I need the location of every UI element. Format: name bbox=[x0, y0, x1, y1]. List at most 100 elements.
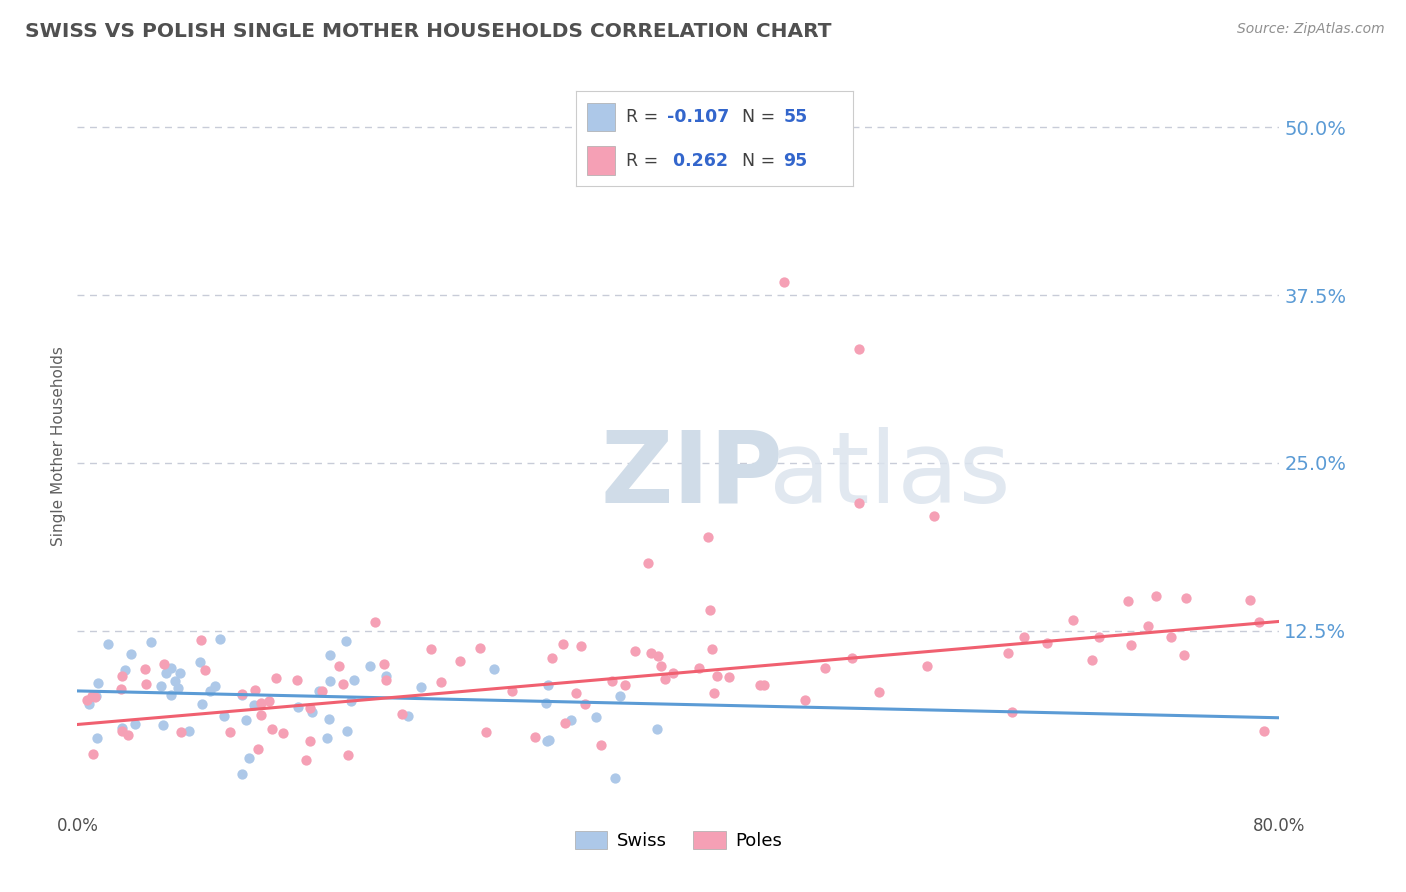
Point bbox=[110, 669, 132, 683]
Point bbox=[295, 753, 318, 767]
Point bbox=[340, 694, 363, 708]
Point bbox=[613, 678, 636, 692]
Point bbox=[602, 673, 624, 688]
Point bbox=[311, 683, 333, 698]
Point bbox=[139, 634, 162, 648]
Point bbox=[152, 718, 174, 732]
Point bbox=[654, 673, 676, 687]
Point bbox=[541, 651, 564, 665]
Point bbox=[190, 633, 212, 648]
Point bbox=[336, 723, 359, 738]
Point bbox=[1253, 724, 1275, 739]
Point bbox=[247, 742, 270, 756]
Point bbox=[287, 700, 309, 714]
Point bbox=[243, 698, 266, 712]
Point bbox=[298, 700, 321, 714]
Text: ZIP: ZIP bbox=[600, 426, 783, 524]
Point bbox=[605, 771, 627, 785]
Point bbox=[375, 673, 398, 688]
Point bbox=[1001, 705, 1024, 719]
Point bbox=[135, 677, 157, 691]
Point bbox=[1144, 589, 1167, 603]
Point bbox=[565, 685, 588, 699]
Point bbox=[285, 673, 308, 688]
Text: Source: ZipAtlas.com: Source: ZipAtlas.com bbox=[1237, 22, 1385, 37]
Point bbox=[359, 658, 381, 673]
Point bbox=[637, 557, 659, 571]
Point bbox=[501, 683, 523, 698]
Point bbox=[245, 682, 267, 697]
Point bbox=[198, 684, 221, 698]
Point bbox=[482, 662, 505, 676]
Point bbox=[218, 725, 240, 739]
Point bbox=[264, 671, 287, 685]
Point bbox=[748, 677, 770, 691]
Point bbox=[271, 726, 294, 740]
Point bbox=[640, 646, 662, 660]
Point bbox=[523, 730, 546, 744]
Point bbox=[231, 687, 253, 701]
Text: atlas: atlas bbox=[769, 426, 1010, 524]
Point bbox=[468, 640, 491, 655]
Point bbox=[650, 659, 672, 673]
Point bbox=[569, 639, 592, 653]
Point bbox=[703, 686, 725, 700]
Point bbox=[194, 663, 217, 677]
Point bbox=[315, 731, 337, 746]
Point bbox=[1249, 615, 1271, 630]
Point bbox=[1160, 630, 1182, 644]
Point bbox=[841, 651, 863, 665]
Point bbox=[1239, 592, 1261, 607]
Y-axis label: Single Mother Households: Single Mother Households bbox=[51, 346, 66, 546]
Point bbox=[120, 647, 142, 661]
Point bbox=[645, 722, 668, 736]
Point bbox=[152, 657, 174, 672]
Point bbox=[260, 723, 283, 737]
Point bbox=[538, 732, 561, 747]
Point bbox=[87, 675, 110, 690]
Point bbox=[697, 530, 720, 544]
Point bbox=[165, 674, 187, 689]
Point bbox=[170, 724, 193, 739]
Point bbox=[117, 728, 139, 742]
Point bbox=[319, 673, 342, 688]
Point bbox=[84, 690, 107, 704]
Point bbox=[342, 673, 364, 687]
Point bbox=[111, 721, 134, 735]
Point bbox=[298, 734, 321, 748]
Point bbox=[328, 659, 350, 673]
Legend: Swiss, Poles: Swiss, Poles bbox=[568, 823, 789, 857]
Point bbox=[1088, 630, 1111, 644]
Point bbox=[700, 641, 723, 656]
Point bbox=[134, 662, 156, 676]
Point bbox=[238, 751, 260, 765]
Point bbox=[560, 713, 582, 727]
Point bbox=[915, 658, 938, 673]
Point bbox=[411, 680, 433, 694]
Point bbox=[235, 713, 257, 727]
Point bbox=[124, 716, 146, 731]
Point bbox=[97, 637, 120, 651]
Point bbox=[609, 690, 631, 704]
Point bbox=[76, 693, 98, 707]
Point bbox=[110, 682, 132, 697]
Point bbox=[1119, 638, 1142, 652]
Point bbox=[204, 679, 226, 693]
Point bbox=[868, 685, 890, 699]
Point bbox=[77, 697, 100, 711]
Point bbox=[375, 669, 398, 683]
Point bbox=[208, 632, 231, 646]
Point bbox=[231, 689, 253, 703]
Point bbox=[190, 655, 212, 669]
Point bbox=[83, 690, 105, 704]
Point bbox=[554, 716, 576, 731]
Point bbox=[336, 748, 359, 763]
Point bbox=[848, 342, 870, 356]
Point bbox=[814, 660, 837, 674]
Point bbox=[332, 677, 354, 691]
Point bbox=[647, 649, 669, 664]
Point bbox=[364, 615, 387, 629]
Point bbox=[574, 697, 596, 711]
Point bbox=[82, 747, 104, 762]
Point bbox=[1175, 591, 1198, 606]
